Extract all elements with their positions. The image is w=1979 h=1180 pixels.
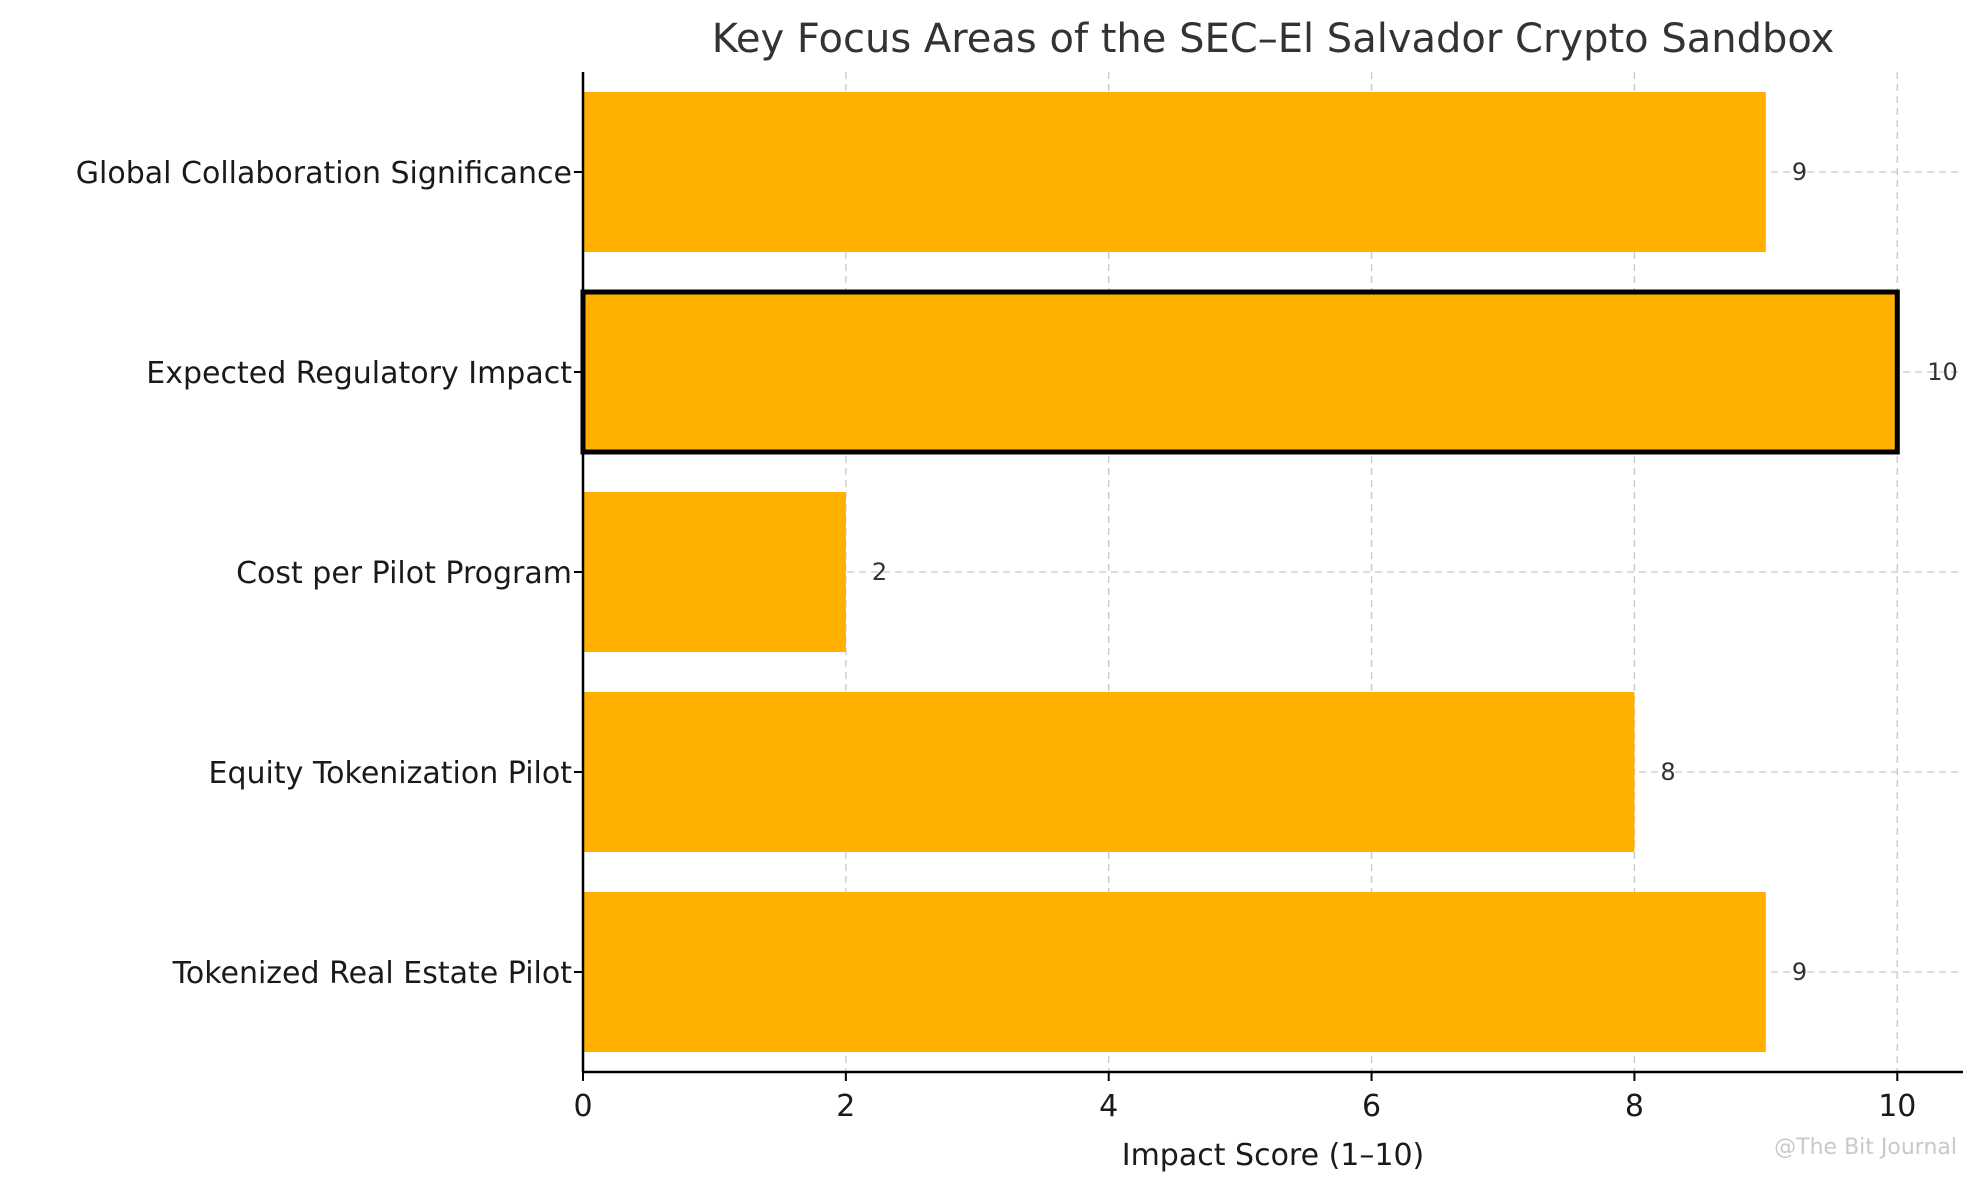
bar-value-label: 9 — [1792, 158, 1807, 186]
bar — [580, 289, 1900, 455]
bar-value-label: 8 — [1660, 758, 1675, 786]
category-label: Expected Regulatory Impact — [146, 356, 572, 391]
x-tick-label: 0 — [573, 1089, 592, 1124]
bar-value-label: 2 — [872, 558, 887, 586]
bar-value-label: 10 — [1927, 358, 1958, 386]
chart-title: Key Focus Areas of the SEC–El Salvador C… — [712, 16, 1835, 62]
bar — [583, 892, 1766, 1052]
bar — [583, 492, 846, 652]
bar — [583, 692, 1635, 852]
category-label: Tokenized Real Estate Pilot — [172, 956, 573, 991]
x-tick-label: 6 — [1362, 1089, 1381, 1124]
x-tick-label: 10 — [1878, 1089, 1916, 1124]
category-label: Global Collaboration Significance — [76, 156, 572, 191]
bar — [583, 92, 1766, 252]
category-label: Equity Tokenization Pilot — [209, 756, 573, 791]
category-label: Cost per Pilot Program — [236, 556, 572, 591]
watermark: @The Bit Journal — [1774, 1135, 1957, 1160]
x-tick-label: 8 — [1625, 1089, 1644, 1124]
x-tick-label: 2 — [836, 1089, 855, 1124]
axis-layer: 0 2 4 6 8 10 Global Collaboration Significance… — [76, 72, 1963, 1124]
bar-value-label: 9 — [1792, 958, 1807, 986]
x-tick-label: 4 — [1099, 1089, 1118, 1124]
x-axis-title: Impact Score (1–10) — [1122, 1138, 1425, 1173]
bar-layer: 9 10 2 8 9 — [580, 92, 1958, 1052]
